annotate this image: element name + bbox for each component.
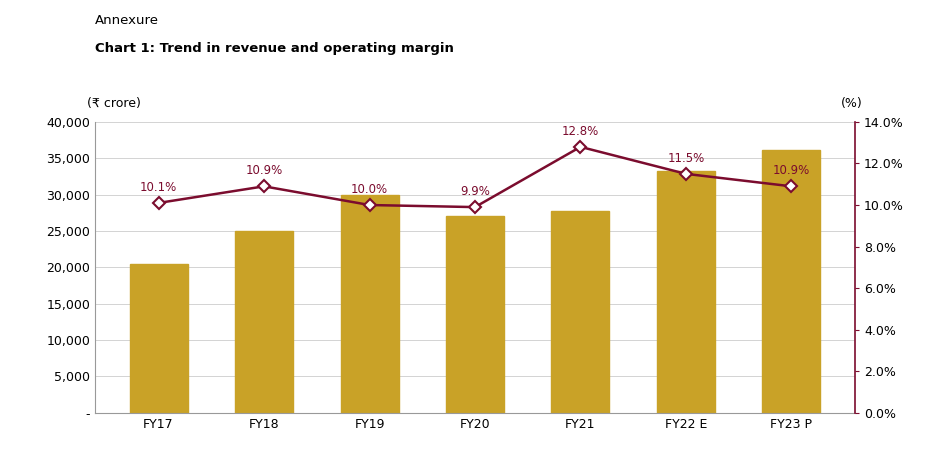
Bar xyxy=(657,171,715,413)
Text: Annexure: Annexure xyxy=(95,14,159,27)
Text: Chart 1: Trend in revenue and operating margin: Chart 1: Trend in revenue and operating … xyxy=(95,42,454,55)
Text: 9.9%: 9.9% xyxy=(460,185,490,198)
Bar xyxy=(551,212,610,413)
Text: 12.8%: 12.8% xyxy=(561,124,599,137)
Text: 10.0%: 10.0% xyxy=(351,182,389,196)
Text: 11.5%: 11.5% xyxy=(667,151,705,165)
Text: (₹ crore): (₹ crore) xyxy=(87,97,142,110)
Text: 10.9%: 10.9% xyxy=(772,164,810,177)
Bar xyxy=(446,217,504,413)
Text: 10.9%: 10.9% xyxy=(245,164,283,177)
Bar xyxy=(129,264,187,413)
Bar xyxy=(763,150,821,413)
Bar xyxy=(235,231,293,413)
Text: (%): (%) xyxy=(841,97,863,110)
Text: 10.1%: 10.1% xyxy=(140,181,178,194)
Bar xyxy=(340,195,399,413)
